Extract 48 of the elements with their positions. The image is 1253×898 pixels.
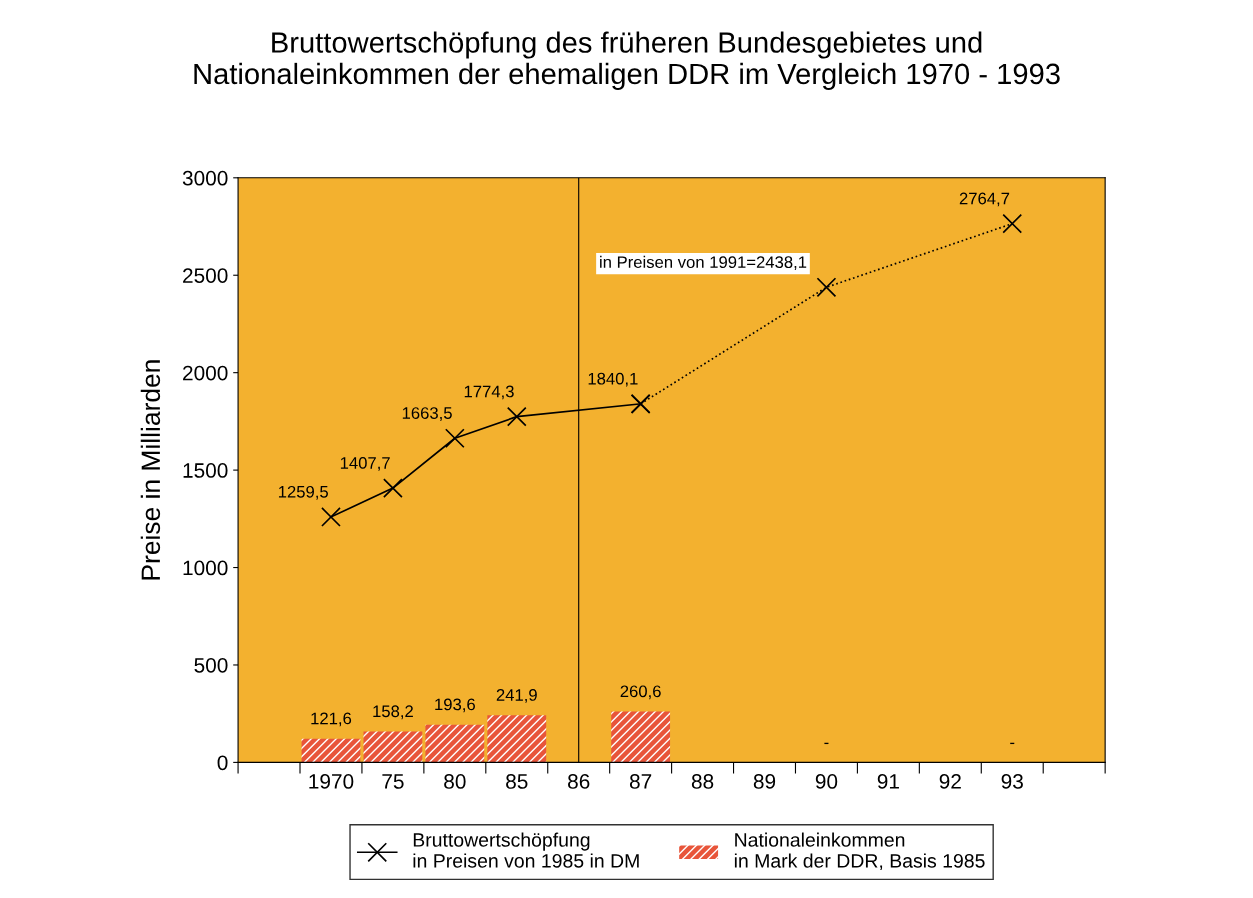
data-label: in Preisen von 1991=2438,1 xyxy=(600,255,807,270)
y-tick-label: 0 xyxy=(217,755,228,771)
x-tick-label: 86 xyxy=(568,774,590,789)
x-tick-label: 87 xyxy=(629,774,652,789)
y-tick-label: 1000 xyxy=(183,560,228,576)
data-label: 1774,3 xyxy=(464,385,514,400)
point xyxy=(383,478,403,498)
point xyxy=(444,428,465,449)
data-label: 1407,7 xyxy=(340,457,390,471)
data-label: 241,9 xyxy=(496,689,537,703)
chart-title: Bruttowertschöpfung des früheren Bundesgebietes und Nationaleinkommen der ehemaligen DDR im Vergleich 1970 - 1993 xyxy=(194,31,1060,91)
data-label: - xyxy=(1010,742,1015,745)
point xyxy=(816,277,837,298)
x-tick-label: 92 xyxy=(939,774,961,789)
y-tick-label: 3000 xyxy=(182,170,228,186)
data-label: 1259,5 xyxy=(278,485,328,500)
bar xyxy=(611,711,671,763)
data-label: 193,6 xyxy=(435,698,475,713)
data-label: 1840,1 xyxy=(588,372,638,387)
legend-label: Bruttowertschöpfung in Preisen von 1985 in DM xyxy=(413,832,639,868)
data-label: 1663,5 xyxy=(402,407,452,421)
x-tick-label: 85 xyxy=(506,774,528,789)
y-tick-label: 500 xyxy=(194,657,228,673)
bar xyxy=(301,738,361,763)
y-axis-title: Preise in Milliarden xyxy=(140,360,161,580)
y-tick-label: 2500 xyxy=(183,268,228,283)
data-label: 158,2 xyxy=(373,705,413,720)
data-label: - xyxy=(824,742,829,745)
y-tick-label: 2000 xyxy=(183,365,228,381)
x-tick-label: 80 xyxy=(444,774,466,789)
bar xyxy=(487,715,547,763)
data-label: 260,6 xyxy=(620,685,661,700)
x-tick-label: 1970 xyxy=(309,774,354,789)
point xyxy=(1002,213,1023,234)
data-label: 121,6 xyxy=(311,712,352,727)
x-tick-label: 93 xyxy=(1001,774,1023,789)
y-tick-label: 1500 xyxy=(183,463,228,478)
legend-label: Nationaleinkommen in Mark der DDR, Basis 1985 xyxy=(734,832,985,871)
x-tick-label: 88 xyxy=(691,774,714,789)
x-tick-label: 90 xyxy=(815,774,838,789)
data-label: 2764,7 xyxy=(959,192,1010,207)
point xyxy=(321,507,341,527)
point xyxy=(506,406,527,427)
x-tick-label: 89 xyxy=(753,774,776,789)
bar xyxy=(425,724,485,763)
x-tick-label: 75 xyxy=(382,774,404,789)
bar xyxy=(363,731,423,763)
x-tick-label: 91 xyxy=(877,774,899,789)
